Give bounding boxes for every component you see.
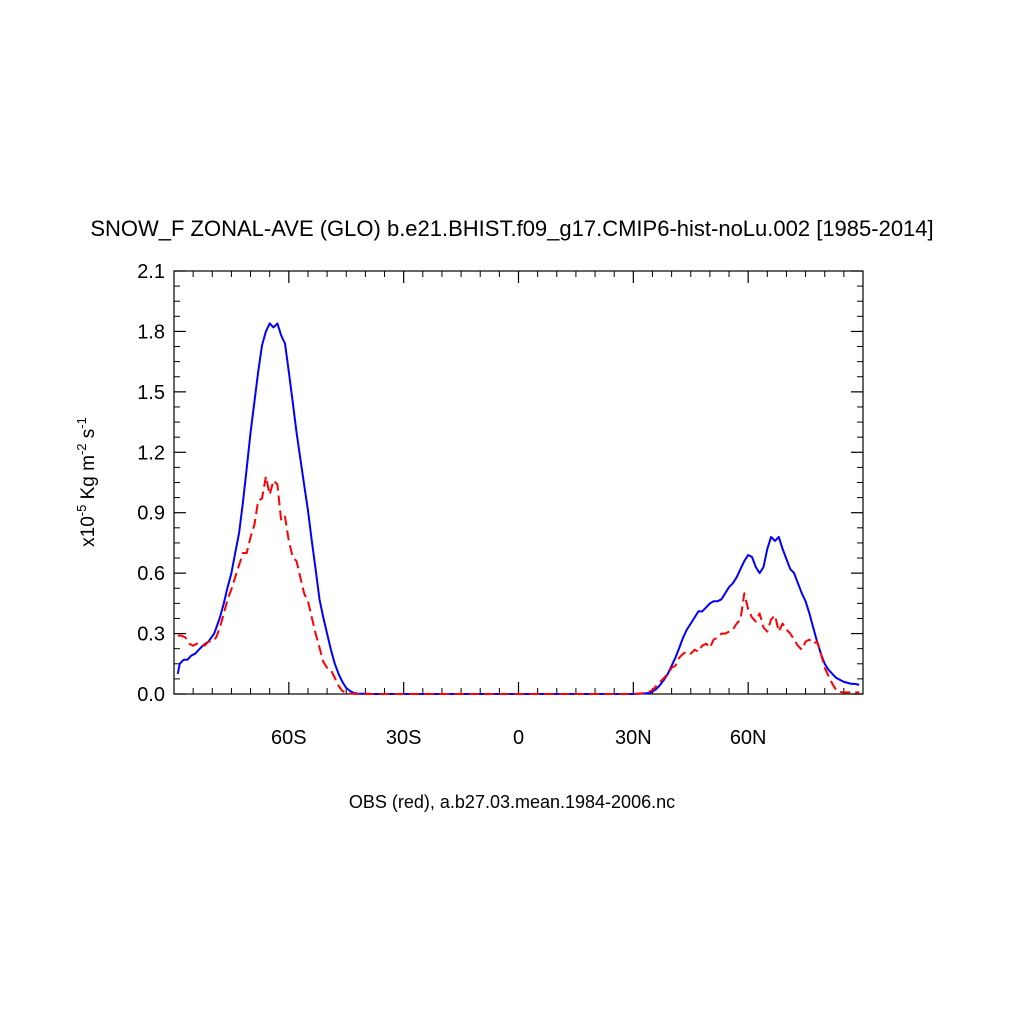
series-line-red-dashed <box>177 475 860 695</box>
x-axis-caption: OBS (red), a.b27.03.mean.1984-2006.nc <box>349 792 675 812</box>
plot-frame <box>173 270 864 695</box>
y-tick-label: 1.2 <box>137 442 165 464</box>
y-label-exp-a: -2 <box>74 443 89 455</box>
y-axis-label: x10-5 Kg m-2 s-1 <box>74 417 99 547</box>
series-layer <box>176 322 860 695</box>
y-tick-label: 0.9 <box>137 503 165 525</box>
y-tick-label: 0.6 <box>137 563 165 585</box>
y-label-exp: -5 <box>74 505 89 517</box>
y-tick-label: 1.8 <box>137 321 165 343</box>
y-label-unit-a: Kg m <box>78 455 99 505</box>
y-label-unit-b: s <box>78 429 99 444</box>
tick-labels: 60S 30S 0 30N 60N 0.0 0.3 0.6 0.9 1.2 1.5 1.8 2.1 <box>137 261 766 749</box>
y-tick-label: 0.3 <box>137 624 165 646</box>
minor-ticks <box>174 271 863 694</box>
major-ticks <box>174 270 863 695</box>
series-line-blue <box>176 322 860 695</box>
chart-title: SNOW_F ZONAL-AVE (GLO) b.e21.BHIST.f09_g… <box>90 216 933 241</box>
x-tick-label: 0 <box>513 727 524 749</box>
y-tick-label: 2.1 <box>137 261 165 283</box>
y-label-exp-b: -1 <box>74 417 89 429</box>
x-tick-label: 30S <box>386 727 422 749</box>
y-tick-label: 0.0 <box>137 684 165 706</box>
y-tick-label: 1.5 <box>137 382 165 404</box>
x-tick-label: 30N <box>615 727 652 749</box>
x-tick-label: 60N <box>730 727 767 749</box>
y-label-prefix: x10 <box>78 516 99 547</box>
x-tick-label: 60S <box>271 727 307 749</box>
